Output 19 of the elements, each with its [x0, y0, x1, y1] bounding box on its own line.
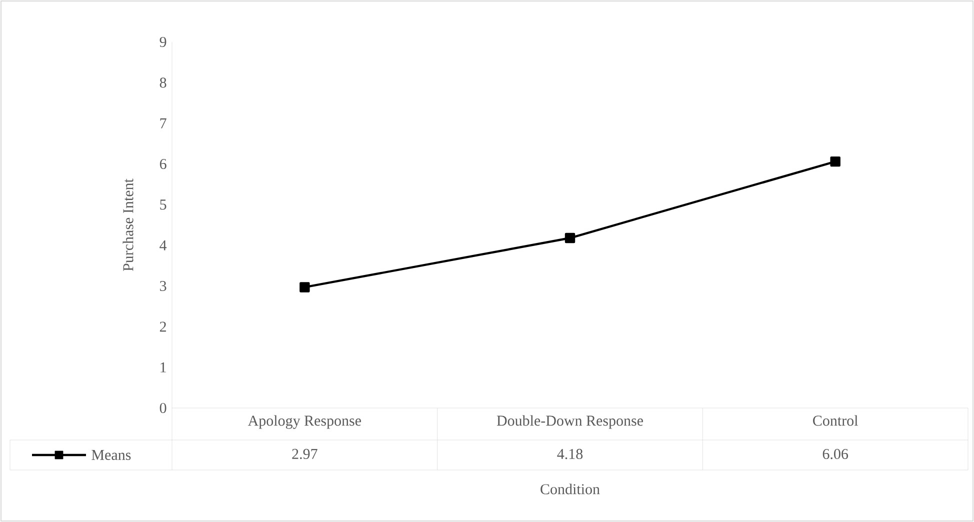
- y-tick-label: 5: [160, 200, 166, 210]
- y-tick-label: 4: [160, 240, 167, 250]
- x-tick-label: Apology Response: [248, 415, 361, 429]
- y-tick-label: 7: [160, 118, 166, 128]
- y-tick-label: 2: [160, 322, 166, 332]
- y-tick-label: 3: [160, 280, 166, 292]
- x-tick-label: Double-Down Response: [496, 415, 643, 429]
- y-tick-label: 6: [160, 158, 166, 170]
- y-tick-label: 1: [160, 362, 166, 372]
- y-tick-label: 8: [160, 78, 166, 88]
- y-axis-title: Purchase Intent: [122, 178, 134, 271]
- y-tick-label: 0: [160, 402, 166, 414]
- y-tick-label: 9: [160, 36, 166, 48]
- legend-label: Means: [92, 450, 131, 460]
- data-label: 4.18: [557, 448, 583, 460]
- x-tick-label: Control: [813, 415, 858, 426]
- x-axis-title: Condition: [540, 484, 600, 494]
- data-label: 6.06: [822, 448, 848, 460]
- data-label: 2.97: [292, 448, 318, 460]
